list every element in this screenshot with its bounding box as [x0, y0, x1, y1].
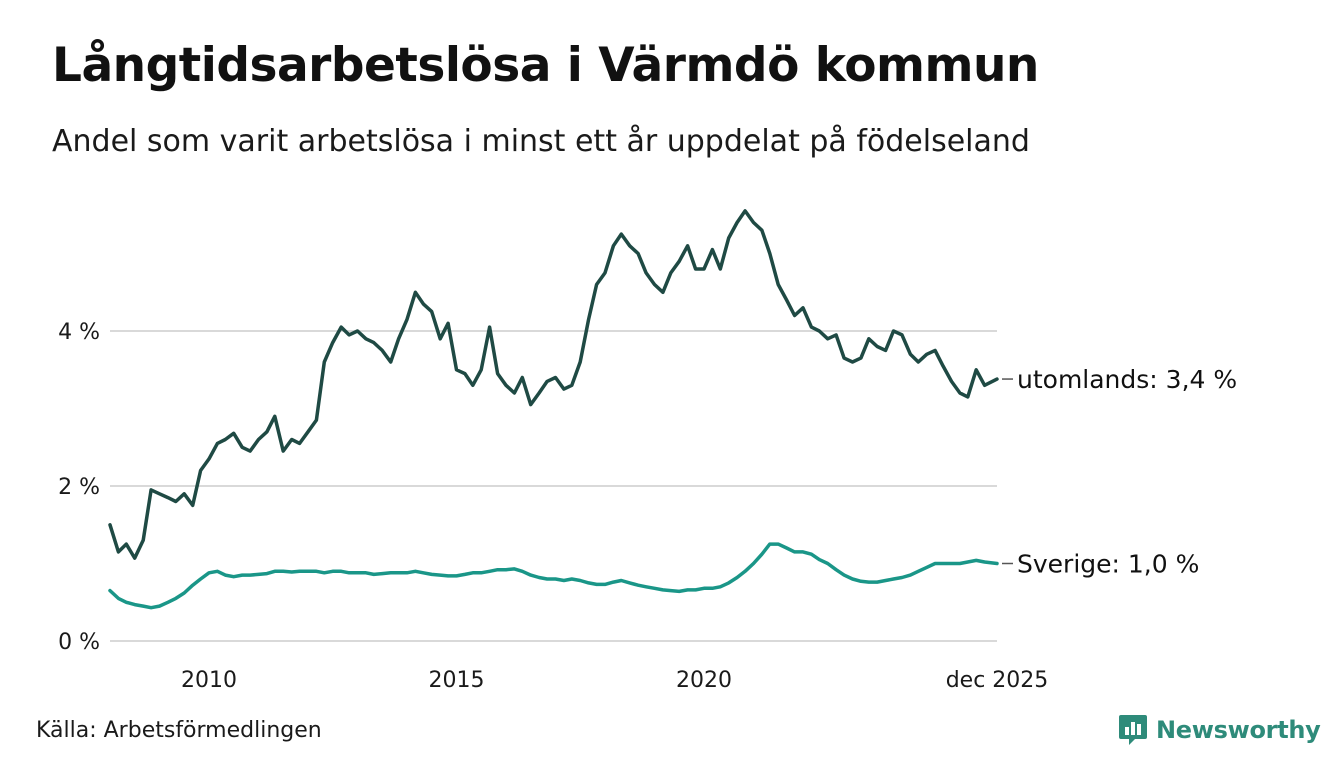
y-tick-label: 4 %	[58, 320, 100, 345]
x-axis: 2010 2015 2020 dec 2025	[181, 668, 1048, 693]
y-tick-label: 2 %	[58, 475, 100, 500]
x-tick-label: dec 2025	[946, 668, 1049, 693]
newsworthy-logo-icon	[1119, 715, 1147, 745]
end-label-utomlands: utomlands: 3,4 %	[1017, 365, 1237, 394]
x-tick-label: 2020	[676, 668, 732, 693]
newsworthy-logo-text: Newsworthy	[1156, 716, 1321, 744]
series	[108, 209, 999, 610]
grid	[110, 330, 997, 642]
y-axis: 0 % 2 % 4 %	[58, 320, 100, 655]
x-tick-label: 2010	[181, 668, 237, 693]
chart-subtitle: Andel som varit arbetslösa i minst ett å…	[52, 124, 1030, 159]
y-tick-label: 0 %	[58, 630, 100, 655]
chart-title: Långtidsarbetslösa i Värmdö kommun	[52, 38, 1039, 93]
source-note: Källa: Arbetsförmedlingen	[36, 718, 322, 743]
series-line-sverige	[108, 542, 999, 610]
end-labels: utomlands: 3,4 % Sverige: 1,0 %	[1002, 365, 1237, 579]
x-tick-label: 2015	[428, 668, 484, 693]
newsworthy-logo: Newsworthy	[1118, 713, 1321, 747]
end-label-sverige: Sverige: 1,0 %	[1017, 550, 1199, 579]
series-line-utomlands	[108, 209, 999, 560]
